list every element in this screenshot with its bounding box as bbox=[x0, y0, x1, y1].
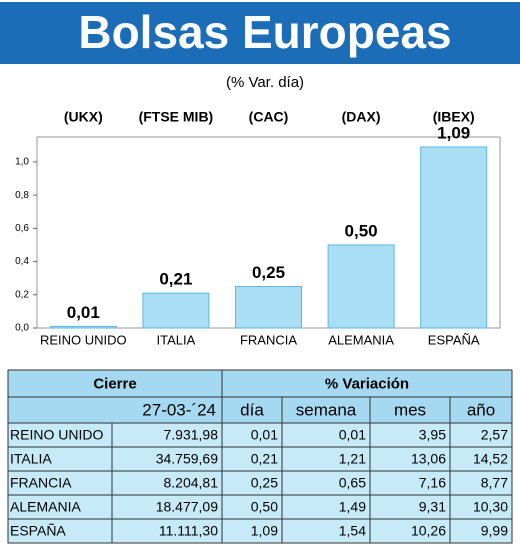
value-label: 0,25 bbox=[252, 263, 285, 282]
chart-subtitle: (% Var. día) bbox=[226, 74, 304, 91]
table-cell: 9,99 bbox=[481, 523, 508, 539]
table-cell: 1,49 bbox=[339, 499, 366, 515]
bar bbox=[420, 146, 488, 329]
table-cell: 9,31 bbox=[419, 499, 446, 515]
table-cell: 1,54 bbox=[339, 523, 366, 539]
table-column-header: día bbox=[240, 400, 264, 419]
bar bbox=[142, 292, 210, 329]
value-label: 0,21 bbox=[159, 270, 192, 289]
row-label: ITALIA bbox=[10, 451, 52, 467]
table-cell: 10,30 bbox=[473, 499, 508, 515]
table-cell: 14,52 bbox=[473, 451, 508, 467]
y-tick-label: 0,4 bbox=[15, 256, 29, 267]
table-column-header: semana bbox=[296, 400, 357, 419]
x-tick-label: ESPAÑA bbox=[428, 332, 480, 347]
value-label: 0,50 bbox=[345, 221, 378, 240]
row-label: REINO UNIDO bbox=[10, 427, 103, 443]
category-code: (FTSE MIB) bbox=[139, 109, 214, 125]
table-cell: 34.759,69 bbox=[156, 451, 218, 467]
table-cell: 10,26 bbox=[411, 523, 446, 539]
title-bar bbox=[0, 2, 520, 64]
y-tick-label: 0,0 bbox=[15, 323, 29, 334]
bar bbox=[327, 244, 395, 329]
table-cell: 0,65 bbox=[339, 475, 366, 491]
table-cell: 3,95 bbox=[419, 427, 446, 443]
table-cell: 11.111,30 bbox=[159, 523, 218, 539]
bar bbox=[49, 325, 117, 329]
category-code: (UKX) bbox=[64, 109, 103, 125]
x-tick-label: REINO UNIDO bbox=[40, 332, 127, 347]
row-label: ESPAÑA bbox=[10, 523, 66, 539]
y-tick-label: 1,0 bbox=[15, 157, 29, 168]
table-cell: 0,21 bbox=[251, 451, 278, 467]
table-cell: 2,57 bbox=[481, 427, 508, 443]
category-code: (IBEX) bbox=[433, 109, 475, 125]
table-cell: 0,25 bbox=[251, 475, 278, 491]
table-cell: 18.477,09 bbox=[156, 499, 218, 515]
category-code: (DAX) bbox=[342, 109, 381, 125]
value-label: 1,09 bbox=[437, 123, 470, 142]
table-cell: 0,50 bbox=[251, 499, 278, 515]
row-label: ALEMANIA bbox=[10, 499, 81, 515]
table-column-header: 27-03-´24 bbox=[142, 400, 216, 419]
category-code: (CAC) bbox=[249, 109, 289, 125]
table-column-header: mes bbox=[394, 400, 426, 419]
table-cell: 13,06 bbox=[411, 451, 446, 467]
y-tick-label: 0,6 bbox=[15, 223, 29, 234]
value-label: 0,01 bbox=[67, 303, 100, 322]
table-cell: 0,01 bbox=[339, 427, 366, 443]
table-cell: 0,01 bbox=[251, 427, 278, 443]
table-column-header: año bbox=[467, 400, 495, 419]
table-cell: 7.931,98 bbox=[164, 427, 219, 443]
table-cell: 1,21 bbox=[339, 451, 366, 467]
y-tick-label: 0,2 bbox=[15, 289, 29, 300]
x-tick-label: FRANCIA bbox=[240, 332, 297, 347]
y-tick-label: 0,8 bbox=[15, 190, 29, 201]
table-group-header: Cierre bbox=[93, 375, 136, 392]
bar bbox=[235, 285, 302, 329]
table-cell: 1,09 bbox=[251, 523, 278, 539]
x-tick-label: ALEMANIA bbox=[328, 332, 394, 347]
table-group-header: % Variación bbox=[325, 375, 409, 392]
table-cell: 8.204,81 bbox=[164, 475, 219, 491]
chart-title: Bolsas Europeas bbox=[78, 6, 451, 58]
table-cell: 7,16 bbox=[419, 475, 446, 491]
x-tick-label: ITALIA bbox=[157, 332, 196, 347]
row-label: FRANCIA bbox=[10, 475, 72, 491]
table-cell: 8,77 bbox=[481, 475, 508, 491]
